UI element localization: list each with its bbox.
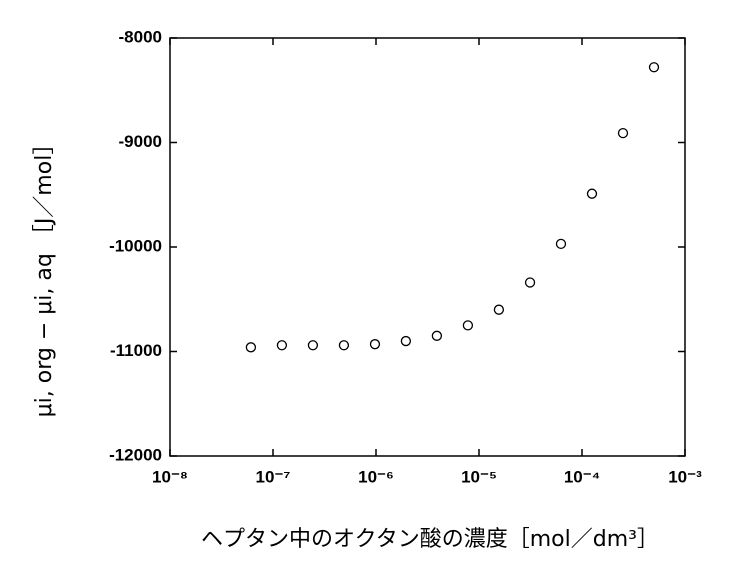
data-point bbox=[493, 304, 505, 315]
data-point bbox=[524, 277, 536, 288]
y-tick-label: -11000 bbox=[110, 341, 162, 360]
data-point bbox=[586, 188, 598, 199]
data-point bbox=[245, 342, 257, 353]
y-tick-label: -10000 bbox=[109, 236, 162, 255]
data-point bbox=[555, 238, 567, 250]
data-point bbox=[431, 330, 443, 341]
x-tick-label: 10⁻⁴ bbox=[564, 467, 600, 486]
x-tick-label: 10⁻⁸ bbox=[152, 467, 188, 486]
x-tick-label: 10⁻⁷ bbox=[256, 467, 291, 486]
data-point bbox=[307, 340, 319, 351]
x-tick-label: 10⁻⁶ bbox=[358, 467, 394, 486]
y-axis-label: μi, org − μi, aq ［J／mol］ bbox=[32, 133, 57, 418]
x-tick-label: 10⁻⁵ bbox=[461, 467, 497, 486]
y-tick-label: -8000 bbox=[119, 27, 162, 46]
y-tick-label: -9000 bbox=[119, 132, 162, 151]
x-axis-label: ヘプタン中のオクタン酸の濃度［mol／dm³］ bbox=[201, 527, 659, 552]
data-point bbox=[400, 335, 412, 347]
plot-frame bbox=[169, 37, 686, 457]
data-point bbox=[462, 320, 474, 331]
data-point bbox=[369, 339, 381, 350]
data-point bbox=[338, 340, 350, 351]
data-point bbox=[276, 340, 288, 351]
y-tick-label: -12000 bbox=[109, 445, 162, 464]
data-point bbox=[648, 62, 660, 73]
x-tick-label: 10⁻³ bbox=[668, 467, 702, 486]
data-point bbox=[617, 127, 629, 139]
